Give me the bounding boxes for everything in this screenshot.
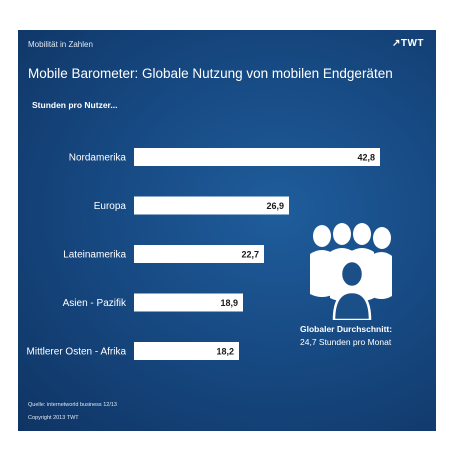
topline-text: Mobilität in Zahlen [28,40,93,49]
category-label: Asien - Pazifik [63,298,127,309]
bar [134,293,243,312]
twt-logo: ↗TWT [391,38,424,49]
bar [134,245,264,263]
category-label: Europa [94,201,127,212]
infographic-slide: Mobilität in Zahlen ↗TWT Mobile Baromete… [18,30,436,431]
bar [134,342,239,360]
average-value: 24,7 Stunden pro Monat [300,337,392,347]
value-label: 18,9 [220,298,238,308]
value-label: 22,7 [241,250,259,260]
category-label: Lateinamerika [63,250,126,261]
value-label: 42,8 [357,153,375,163]
value-label: 26,9 [266,201,284,211]
copyright-note: Copyright 2013 TWT [28,415,79,421]
people-group-icon [310,223,392,320]
category-label: Nordamerika [69,153,127,164]
bar-chart: Nordamerika 42,8 Europa 26,9 Lateinamerika 22… [27,148,380,360]
bar [134,148,380,166]
chart-subtitle: Stunden pro Nutzer... [32,100,118,110]
value-label: 18,2 [216,347,234,357]
source-note: Quelle: internetworld business 12/13 [28,402,117,408]
category-label: Mittlerer Osten - Afrika [27,347,127,358]
bar [134,196,289,215]
average-title: Globaler Durchschnitt: [300,324,393,334]
page-title: Mobile Barometer: Globale Nutzung von mo… [28,66,393,81]
